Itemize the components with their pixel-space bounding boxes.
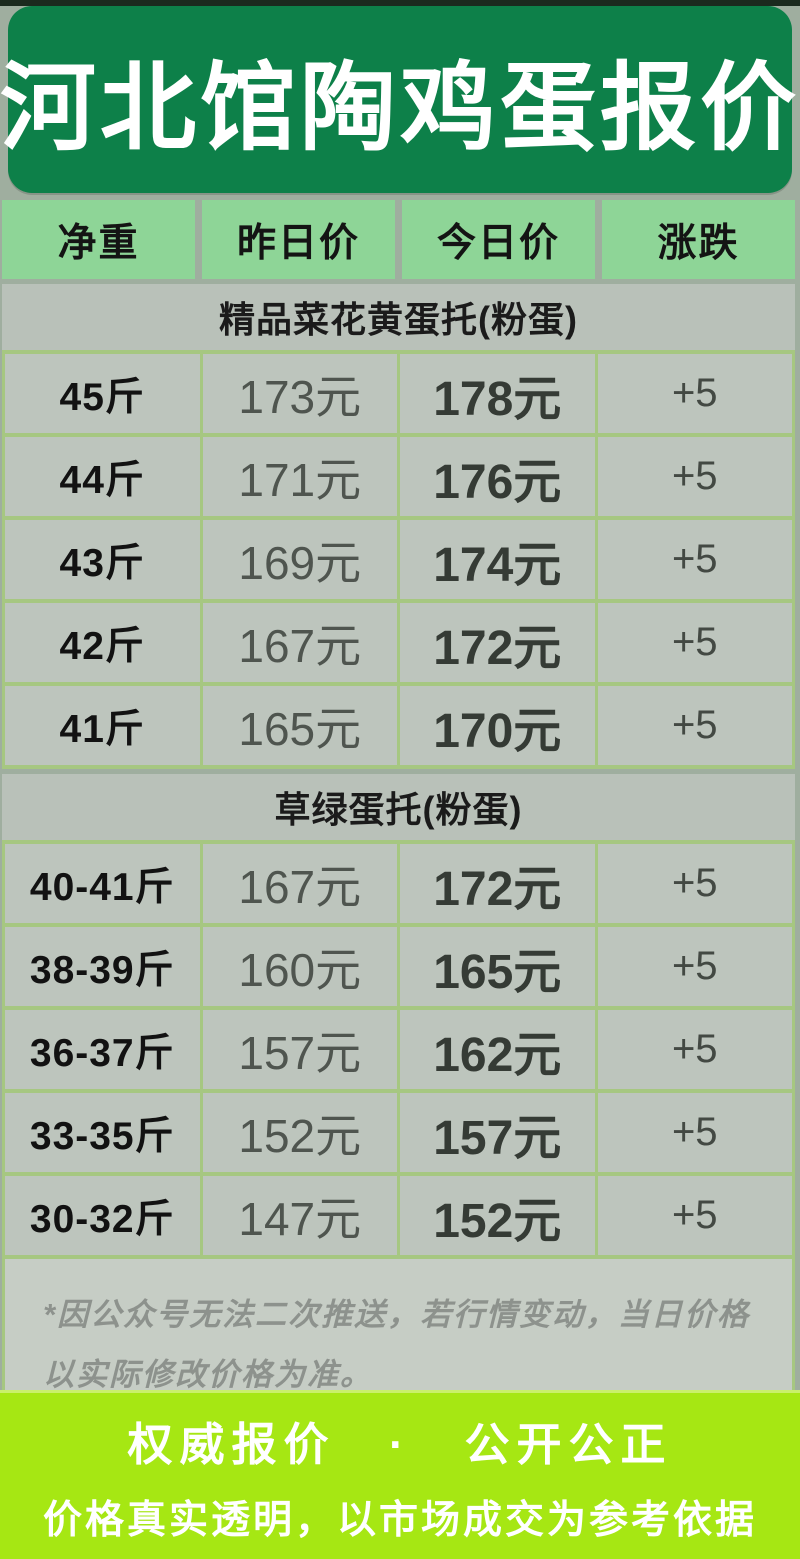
weight-cell: 42斤 — [5, 603, 203, 686]
yesterday-cell: 173元 — [202, 354, 400, 437]
section-2-grid: 40-41斤 167元 172元 +5 38-39斤 160元 165元 +5 … — [2, 840, 795, 1259]
today-cell: 157元 — [400, 1093, 598, 1176]
yesterday-cell: 171元 — [202, 437, 400, 520]
change-cell: +5 — [597, 603, 795, 686]
yesterday-cell: 147元 — [202, 1176, 400, 1259]
today-cell: 170元 — [400, 686, 598, 769]
weight-cell: 38-39斤 — [5, 927, 203, 1010]
weight-cell: 36-37斤 — [5, 1010, 203, 1093]
yesterday-cell: 167元 — [202, 844, 400, 927]
change-cell: +5 — [597, 1010, 795, 1093]
section-header-grass-green-tray: 草绿蛋托(粉蛋) — [2, 774, 795, 840]
weight-cell: 43斤 — [5, 520, 203, 603]
slogan-line-1: 权威报价 · 公开公正 — [127, 1418, 673, 1470]
change-cell: +5 — [597, 1176, 795, 1259]
change-cell: +5 — [597, 927, 795, 1010]
slogan-line-2: 价格真实透明，以市场成交为参考依据 — [42, 1498, 757, 1542]
today-cell: 178元 — [400, 354, 598, 437]
yesterday-cell: 165元 — [202, 686, 400, 769]
weight-cell: 44斤 — [5, 437, 203, 520]
column-header-today: 今日价 — [402, 200, 595, 279]
today-cell: 176元 — [400, 437, 598, 520]
change-cell: +5 — [597, 354, 795, 437]
weight-cell: 45斤 — [5, 354, 203, 437]
yesterday-cell: 167元 — [202, 603, 400, 686]
today-cell: 172元 — [400, 603, 598, 686]
section-header-premium-pink-eggs: 精品菜花黄蛋托(粉蛋) — [2, 284, 795, 350]
change-cell: +5 — [597, 686, 795, 769]
table-header-row: 净重 昨日价 今日价 涨跌 — [2, 200, 795, 279]
weight-cell: 33-35斤 — [5, 1093, 203, 1176]
column-header-yesterday: 昨日价 — [202, 200, 395, 279]
column-header-weight: 净重 — [2, 200, 195, 279]
change-cell: +5 — [597, 844, 795, 927]
price-table: 净重 昨日价 今日价 涨跌 精品菜花黄蛋托(粉蛋) 45斤 173元 178元 … — [2, 200, 795, 1439]
bottom-slogan-banner: 权威报价 · 公开公正 价格真实透明，以市场成交为参考依据 — [0, 1390, 800, 1559]
weight-cell: 30-32斤 — [5, 1176, 203, 1259]
weight-cell: 40-41斤 — [5, 844, 203, 927]
change-cell: +5 — [597, 437, 795, 520]
change-cell: +5 — [597, 1093, 795, 1176]
today-cell: 152元 — [400, 1176, 598, 1259]
today-cell: 162元 — [400, 1010, 598, 1093]
weight-cell: 41斤 — [5, 686, 203, 769]
page-title: 河北馆陶鸡蛋报价 — [0, 55, 800, 162]
change-cell: +5 — [597, 520, 795, 603]
yesterday-cell: 160元 — [202, 927, 400, 1010]
section-1-grid: 45斤 173元 178元 +5 44斤 171元 176元 +5 43斤 16… — [2, 350, 795, 769]
top-edge-strip — [0, 0, 800, 6]
yesterday-cell: 157元 — [202, 1010, 400, 1093]
title-banner: 河北馆陶鸡蛋报价 — [0, 6, 796, 193]
column-header-change: 涨跌 — [602, 200, 795, 279]
today-cell: 165元 — [400, 927, 598, 1010]
yesterday-cell: 169元 — [202, 520, 400, 603]
yesterday-cell: 152元 — [202, 1093, 400, 1176]
today-cell: 172元 — [400, 844, 598, 927]
today-cell: 174元 — [400, 520, 598, 603]
